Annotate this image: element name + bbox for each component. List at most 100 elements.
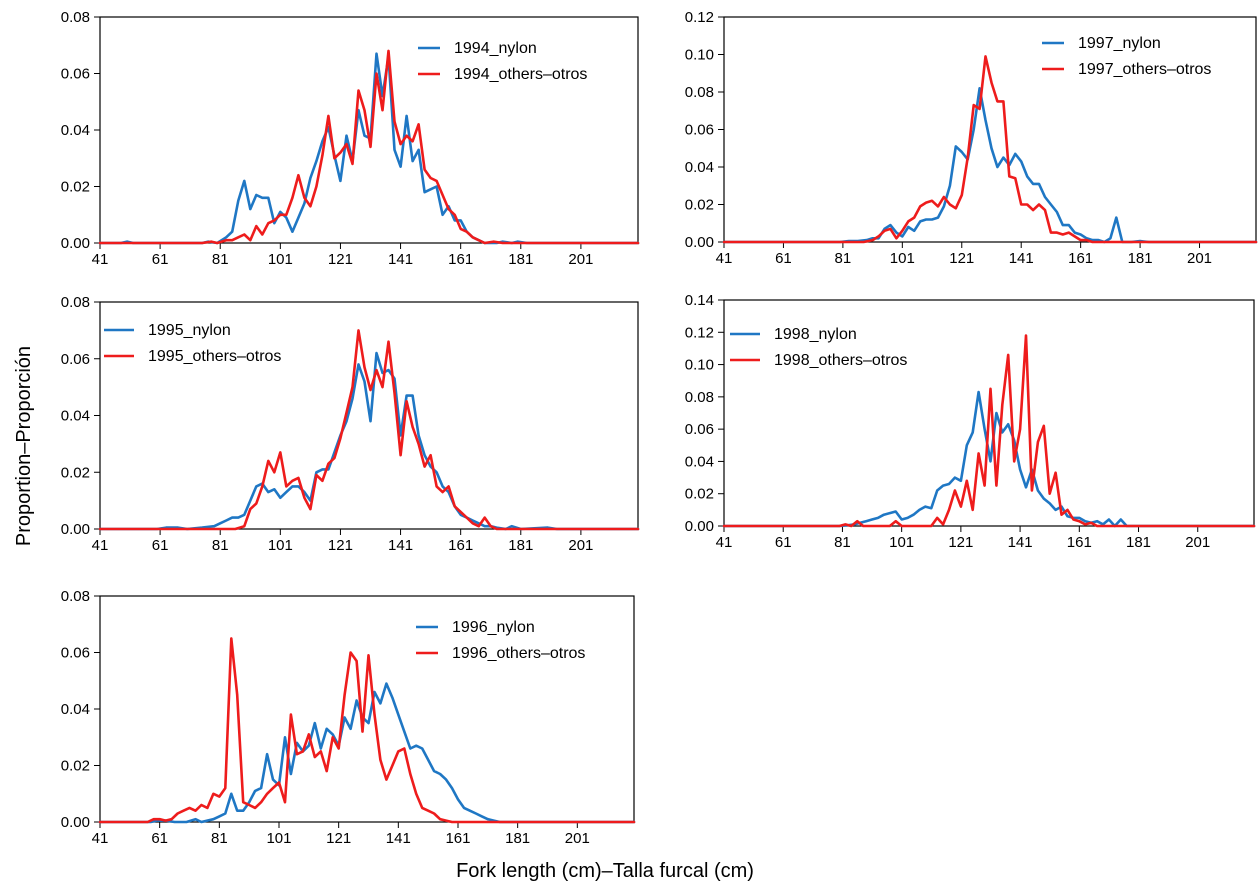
x-tick-label: 41 — [716, 250, 733, 267]
series-line-nylon — [98, 351, 640, 531]
legend-label-nylon: 1994_nylon — [454, 40, 537, 57]
x-tick-label: 141 — [1009, 250, 1034, 267]
y-tick-label: 0.02 — [685, 486, 714, 503]
x-tick-label: 201 — [565, 830, 590, 847]
series-line-others — [98, 637, 636, 824]
y-tick-label: 0.04 — [61, 408, 90, 425]
x-tick-label: 101 — [266, 830, 291, 847]
x-tick-label: 61 — [775, 534, 792, 551]
x-tick-label: 181 — [508, 537, 533, 554]
x-tick-label: 101 — [268, 537, 293, 554]
legend-label-others: 1994_others–otros — [454, 66, 587, 83]
y-tick-label: 0.04 — [685, 159, 714, 176]
y-tick-label: 0.00 — [61, 814, 90, 831]
y-tick-label: 0.06 — [685, 122, 714, 139]
y-tick-label: 0.12 — [685, 9, 714, 26]
x-tick-label: 161 — [1067, 534, 1092, 551]
y-tick-label: 0.00 — [685, 234, 714, 251]
x-axis-title: Fork length (cm)–Talla furcal (cm) — [456, 860, 754, 882]
y-tick-label: 0.08 — [61, 9, 90, 26]
legend-label-others: 1996_others–otros — [452, 645, 585, 662]
x-tick-label: 201 — [568, 251, 593, 268]
panel-4: 0.00 0.02 0.04 0.06 0.08 0.10 0.12 0.14 41 61 81 10… — [685, 292, 1256, 551]
x-tick-label: 61 — [775, 250, 792, 267]
y-tick-label: 0.14 — [685, 292, 714, 309]
x-tick-label: 41 — [716, 534, 733, 551]
y-tick-label: 0.08 — [61, 294, 90, 311]
x-tick-label: 81 — [211, 830, 228, 847]
y-tick-label: 0.02 — [685, 197, 714, 214]
x-tick-label: 121 — [326, 830, 351, 847]
y-tick-label: 0.10 — [685, 357, 714, 374]
series-line-others — [722, 55, 1258, 244]
series-line-others — [722, 334, 1256, 528]
panel-1: 0.00 0.02 0.04 0.06 0.08 41 61 81 101 121 141 161 18… — [61, 9, 640, 268]
x-tick-label: 121 — [328, 251, 353, 268]
x-tick-label: 81 — [212, 251, 229, 268]
series-line-nylon — [98, 682, 636, 824]
legend-label-others: 1995_others–otros — [148, 348, 281, 365]
x-tick-label: 41 — [92, 251, 109, 268]
legend-label-others: 1997_others–otros — [1078, 61, 1211, 78]
legend-label-nylon: 1996_nylon — [452, 619, 535, 636]
x-tick-label: 141 — [388, 537, 413, 554]
y-tick-label: 0.02 — [61, 758, 90, 775]
y-tick-label: 0.00 — [685, 518, 714, 535]
x-tick-label: 161 — [445, 830, 470, 847]
x-tick-label: 101 — [889, 534, 914, 551]
legend-label-nylon: 1995_nylon — [148, 322, 231, 339]
plot-frame — [723, 16, 1257, 243]
y-tick-label: 0.08 — [685, 389, 714, 406]
x-tick-label: 181 — [508, 251, 533, 268]
x-tick-label: 181 — [1128, 250, 1153, 267]
y-tick-label: 0.02 — [61, 464, 90, 481]
panel-2: 0.00 0.02 0.04 0.06 0.08 0.10 0.12 41 61 81 101 121… — [685, 9, 1258, 267]
y-tick-label: 0.06 — [61, 645, 90, 662]
x-tick-label: 81 — [212, 537, 229, 554]
series-line-nylon — [722, 390, 1256, 528]
x-tick-label: 201 — [1185, 534, 1210, 551]
x-tick-label: 81 — [834, 534, 851, 551]
y-tick-label: 0.00 — [61, 235, 90, 252]
legend-label-nylon: 1997_nylon — [1078, 35, 1161, 52]
x-tick-label: 161 — [448, 537, 473, 554]
legend-label-nylon: 1998_nylon — [774, 326, 857, 343]
panel-5: 0.00 0.02 0.04 0.06 0.08 41 61 81 101 121 141 161 18… — [61, 588, 636, 847]
x-tick-label: 201 — [1187, 250, 1212, 267]
y-tick-label: 0.04 — [685, 453, 714, 470]
x-tick-label: 61 — [152, 251, 169, 268]
x-tick-label: 181 — [1126, 534, 1151, 551]
x-tick-label: 141 — [1008, 534, 1033, 551]
x-tick-label: 101 — [890, 250, 915, 267]
x-tick-label: 121 — [328, 537, 353, 554]
y-tick-label: 0.04 — [61, 122, 90, 139]
x-tick-label: 141 — [388, 251, 413, 268]
x-tick-label: 181 — [505, 830, 530, 847]
x-tick-label: 141 — [386, 830, 411, 847]
y-tick-label: 0.08 — [685, 84, 714, 101]
y-axis-title: Proportion–Proporción — [13, 346, 35, 546]
x-tick-label: 61 — [151, 830, 168, 847]
y-tick-label: 0.12 — [685, 324, 714, 341]
y-tick-label: 0.06 — [685, 421, 714, 438]
plot-frame — [99, 595, 635, 823]
series-line-others — [98, 49, 640, 245]
series-line-nylon — [722, 87, 1258, 244]
x-tick-label: 61 — [152, 537, 169, 554]
y-tick-label: 0.08 — [61, 588, 90, 605]
x-tick-label: 101 — [268, 251, 293, 268]
x-tick-label: 121 — [949, 250, 974, 267]
x-tick-label: 161 — [1068, 250, 1093, 267]
plot-frame — [723, 299, 1255, 527]
panel-3: 0.00 0.02 0.04 0.06 0.08 41 61 81 101 121 141 161 18… — [61, 294, 640, 554]
y-tick-label: 0.04 — [61, 701, 90, 718]
y-tick-label: 0.00 — [61, 521, 90, 538]
x-tick-label: 81 — [835, 250, 852, 267]
y-tick-label: 0.06 — [61, 351, 90, 368]
y-tick-label: 0.10 — [685, 47, 714, 64]
series-line-others — [98, 329, 640, 531]
x-tick-label: 201 — [568, 537, 593, 554]
legend-label-others: 1998_others–otros — [774, 352, 907, 369]
x-tick-label: 41 — [92, 830, 109, 847]
